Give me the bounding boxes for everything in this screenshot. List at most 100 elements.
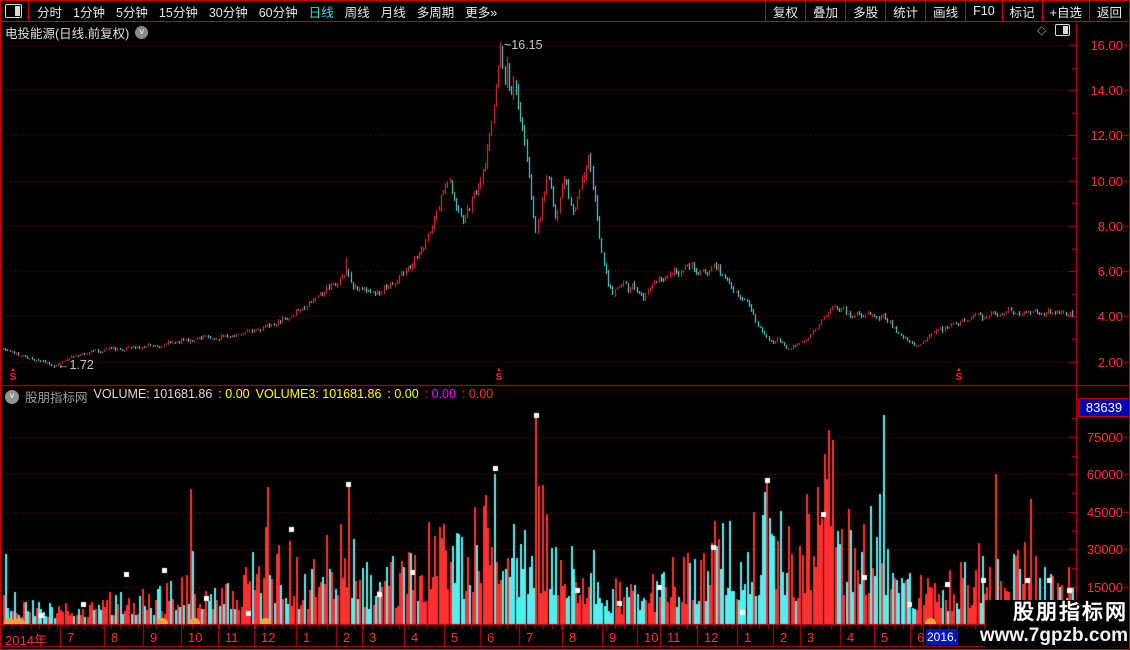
menu-item-1分钟[interactable]: 1分钟	[73, 5, 105, 20]
menu-button-+自选[interactable]: +自选	[1041, 1, 1089, 21]
menu-button-F10[interactable]: F10	[965, 1, 1002, 21]
menu-button-多股[interactable]: 多股	[845, 1, 885, 21]
date-tick-label: 12	[704, 630, 719, 645]
volume-tick-label: 30000	[1086, 542, 1123, 557]
diamond-icon[interactable]: ◇	[1037, 23, 1047, 37]
event-marker-icon	[925, 618, 936, 624]
date-axis[interactable]: 2014年 7 8 9 10 11 12 1 2 3 4 5 6 7 8 9 10 11 12 1 2 3 4 5 6	[1, 624, 1129, 648]
menu-item-30分钟[interactable]: 30分钟	[208, 5, 248, 20]
volume-max-badge: 83639	[1078, 398, 1129, 417]
menu-item-月线[interactable]: 月线	[380, 5, 406, 20]
date-tick-label: 3	[369, 630, 377, 645]
date-tick-label: 6	[487, 630, 495, 645]
volume-tick-label: 45000	[1086, 505, 1123, 520]
menubar-divider	[28, 2, 29, 20]
menu-button-返回[interactable]: 返回	[1088, 1, 1129, 21]
date-tick-label: 5	[451, 630, 459, 645]
date-tick-label: 3	[807, 630, 815, 645]
indicator-value: VOLUME: 101681.86	[93, 387, 213, 401]
title-chevron-down-icon[interactable]: ˅	[135, 26, 149, 39]
event-marker-icon	[14, 618, 25, 624]
price-tick-label: 10.00	[1090, 174, 1123, 189]
watermark-site-name: 股朋指标网	[1013, 601, 1128, 624]
event-marker-icon	[4, 618, 15, 624]
collapse-chevron-icon[interactable]: ˅	[5, 389, 19, 404]
title-bar: 电投能源(日线.前复权) ˅	[5, 23, 149, 42]
price-tick-label: 14.00	[1090, 83, 1123, 98]
date-tick-label: 8	[569, 630, 577, 645]
date-tick-label: 10	[188, 630, 203, 645]
volume-indicator-header: ˅ 股朋指标网 VOLUME: 101681.86 : 0.00 VOLUME3: 1…	[5, 387, 493, 406]
indicator-value: VOLUME3: 101681.86	[255, 387, 382, 401]
menu-item-多周期[interactable]: 多周期	[416, 5, 455, 20]
volume-tick-label: 75000	[1086, 430, 1123, 445]
date-tick-label: 7	[67, 630, 75, 645]
event-marker-icon	[189, 618, 200, 624]
indicator-value: : 0.00	[424, 387, 456, 401]
date-tick-label: 12	[261, 630, 276, 645]
date-tick-label: 9	[150, 630, 158, 645]
date-tick-label: 5	[881, 630, 889, 645]
date-tick-label: 2014年	[5, 633, 47, 648]
date-tick-label: 2	[780, 630, 788, 645]
split-window-icon[interactable]	[5, 4, 22, 18]
date-tick-label: 1	[303, 630, 311, 645]
split-letter: S	[955, 372, 963, 383]
tools-menu: 复权 叠加 多股 统计 画线 F10 标记 +自选 返回	[765, 1, 1129, 21]
event-marker-icon	[157, 618, 168, 624]
date-tick-label: 11	[667, 630, 681, 645]
peak-price-annotation: ~16.15	[504, 38, 543, 52]
menu-item-日线[interactable]: 日线	[308, 5, 334, 20]
ex-rights-marker: ▲ S	[952, 367, 966, 383]
price-tick-label: 4.00	[1097, 309, 1123, 324]
indicator-value: : 0.00	[218, 387, 250, 401]
volume-tick-label: 60000	[1086, 467, 1123, 482]
menu-item-15分钟[interactable]: 15分钟	[158, 5, 198, 20]
up-triangle-icon: ▲	[10, 367, 16, 373]
window-layout-icon[interactable]	[1055, 24, 1071, 36]
split-letter: S	[495, 372, 503, 383]
menu-item-60分钟[interactable]: 60分钟	[258, 5, 298, 20]
date-tick-label: 9	[609, 630, 617, 645]
menu-button-标记[interactable]: 标记	[1001, 1, 1042, 21]
date-tick-label: 10	[644, 630, 659, 645]
date-tick-label: 8	[111, 630, 119, 645]
menu-button-统计[interactable]: 统计	[885, 1, 925, 21]
ex-rights-marker: ▲ S	[492, 367, 506, 383]
price-tick-label: 8.00	[1097, 219, 1123, 234]
date-tick-label: 4	[411, 630, 419, 645]
up-triangle-icon: ▲	[956, 367, 962, 373]
titlebar-right-icons: ◇	[1037, 23, 1071, 37]
volume-tick-label: 15000	[1086, 580, 1123, 595]
indicator-value: : 0.00	[461, 387, 494, 401]
menu-button-画线[interactable]: 画线	[925, 1, 965, 21]
volume-indicator-values: 股朋指标网 VOLUME: 101681.86 : 0.00 VOLUME3: 101…	[25, 387, 493, 406]
menu-item-更多»[interactable]: 更多»	[465, 5, 498, 20]
watermark-site-url: www.7gpzb.com	[979, 625, 1128, 646]
date-tick-label: 7	[526, 630, 534, 645]
menu-item-5分钟[interactable]: 5分钟	[115, 5, 148, 20]
top-menubar: 分时 1分钟 5分钟 15分钟 30分钟 60分钟 日线 周线 月线 多周期 更多» 复权 叠加 多股统…	[1, 1, 1129, 22]
menu-button-叠加[interactable]: 叠加	[805, 1, 845, 21]
date-tick-label: 1	[744, 630, 752, 645]
menu-item-分时[interactable]: 分时	[37, 5, 63, 20]
price-tick-label: 12.00	[1090, 128, 1123, 143]
price-tick-label: 16.00	[1090, 38, 1123, 53]
price-tick-label: 6.00	[1097, 264, 1123, 279]
date-tick-label: 2	[343, 630, 351, 645]
event-marker-icon	[260, 618, 271, 624]
date-tick-label: 11	[225, 630, 239, 645]
period-menu: 分时 1分钟 5分钟 15分钟 30分钟 60分钟 日线 周线 月线 多周期 更多»	[37, 2, 497, 21]
split-letter: S	[9, 372, 17, 383]
low-price-annotation: ←1.72	[57, 358, 94, 372]
menu-button-复权[interactable]: 复权	[765, 1, 805, 21]
price-tick-label: 2.00	[1097, 355, 1123, 370]
indicator-value: 股朋指标网	[25, 391, 88, 405]
date-tick-label: 4	[847, 630, 855, 645]
indicator-value: : 0.00	[387, 387, 419, 401]
year-indicator-badge: 2016.	[926, 629, 958, 645]
ex-rights-marker: ▲ S	[6, 367, 20, 383]
menu-item-周线[interactable]: 周线	[344, 5, 370, 20]
